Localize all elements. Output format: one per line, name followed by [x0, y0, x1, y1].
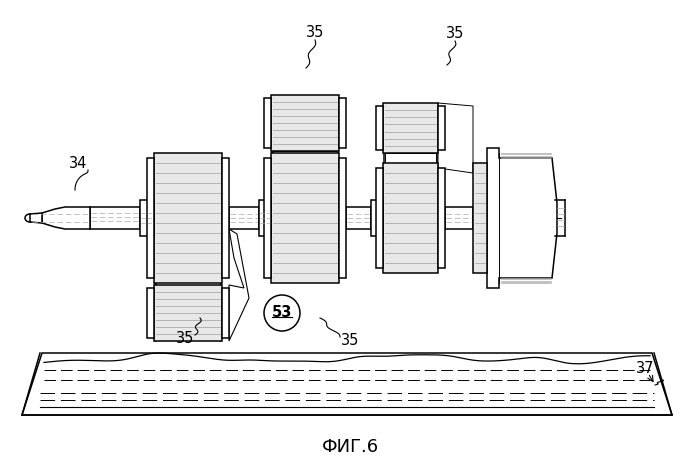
Bar: [140, 200, 154, 236]
Bar: [229, 207, 259, 229]
Bar: [264, 158, 271, 278]
Polygon shape: [273, 151, 337, 158]
Text: 35: 35: [306, 24, 324, 39]
Bar: [90, 207, 140, 229]
Bar: [383, 163, 438, 273]
Bar: [154, 285, 222, 341]
Polygon shape: [22, 353, 672, 415]
Text: 53: 53: [272, 304, 292, 319]
Bar: [339, 98, 346, 148]
Bar: [346, 207, 371, 229]
Polygon shape: [385, 153, 436, 168]
Bar: [339, 158, 346, 278]
Bar: [259, 200, 271, 236]
Text: 35: 35: [176, 330, 194, 346]
Text: ФИГ.6: ФИГ.6: [321, 438, 379, 456]
Bar: [371, 200, 383, 236]
Bar: [147, 288, 154, 338]
Bar: [445, 207, 473, 229]
Bar: [147, 158, 154, 278]
Bar: [438, 106, 445, 150]
Bar: [473, 163, 487, 273]
Bar: [271, 95, 339, 151]
Bar: [376, 106, 383, 150]
Text: 37: 37: [636, 360, 654, 375]
Bar: [376, 168, 383, 268]
Circle shape: [264, 295, 300, 331]
Bar: [383, 103, 438, 153]
Polygon shape: [30, 213, 42, 223]
Bar: [222, 288, 229, 338]
Polygon shape: [438, 103, 473, 173]
Bar: [222, 158, 229, 278]
Bar: [271, 153, 339, 283]
Text: 35: 35: [446, 26, 464, 40]
Text: 34: 34: [69, 156, 88, 170]
Bar: [154, 153, 222, 283]
Polygon shape: [229, 229, 249, 341]
Polygon shape: [156, 278, 220, 285]
Bar: [438, 168, 445, 268]
Polygon shape: [487, 148, 557, 288]
Text: 35: 35: [341, 332, 359, 347]
Polygon shape: [42, 207, 90, 229]
Bar: [264, 98, 271, 148]
